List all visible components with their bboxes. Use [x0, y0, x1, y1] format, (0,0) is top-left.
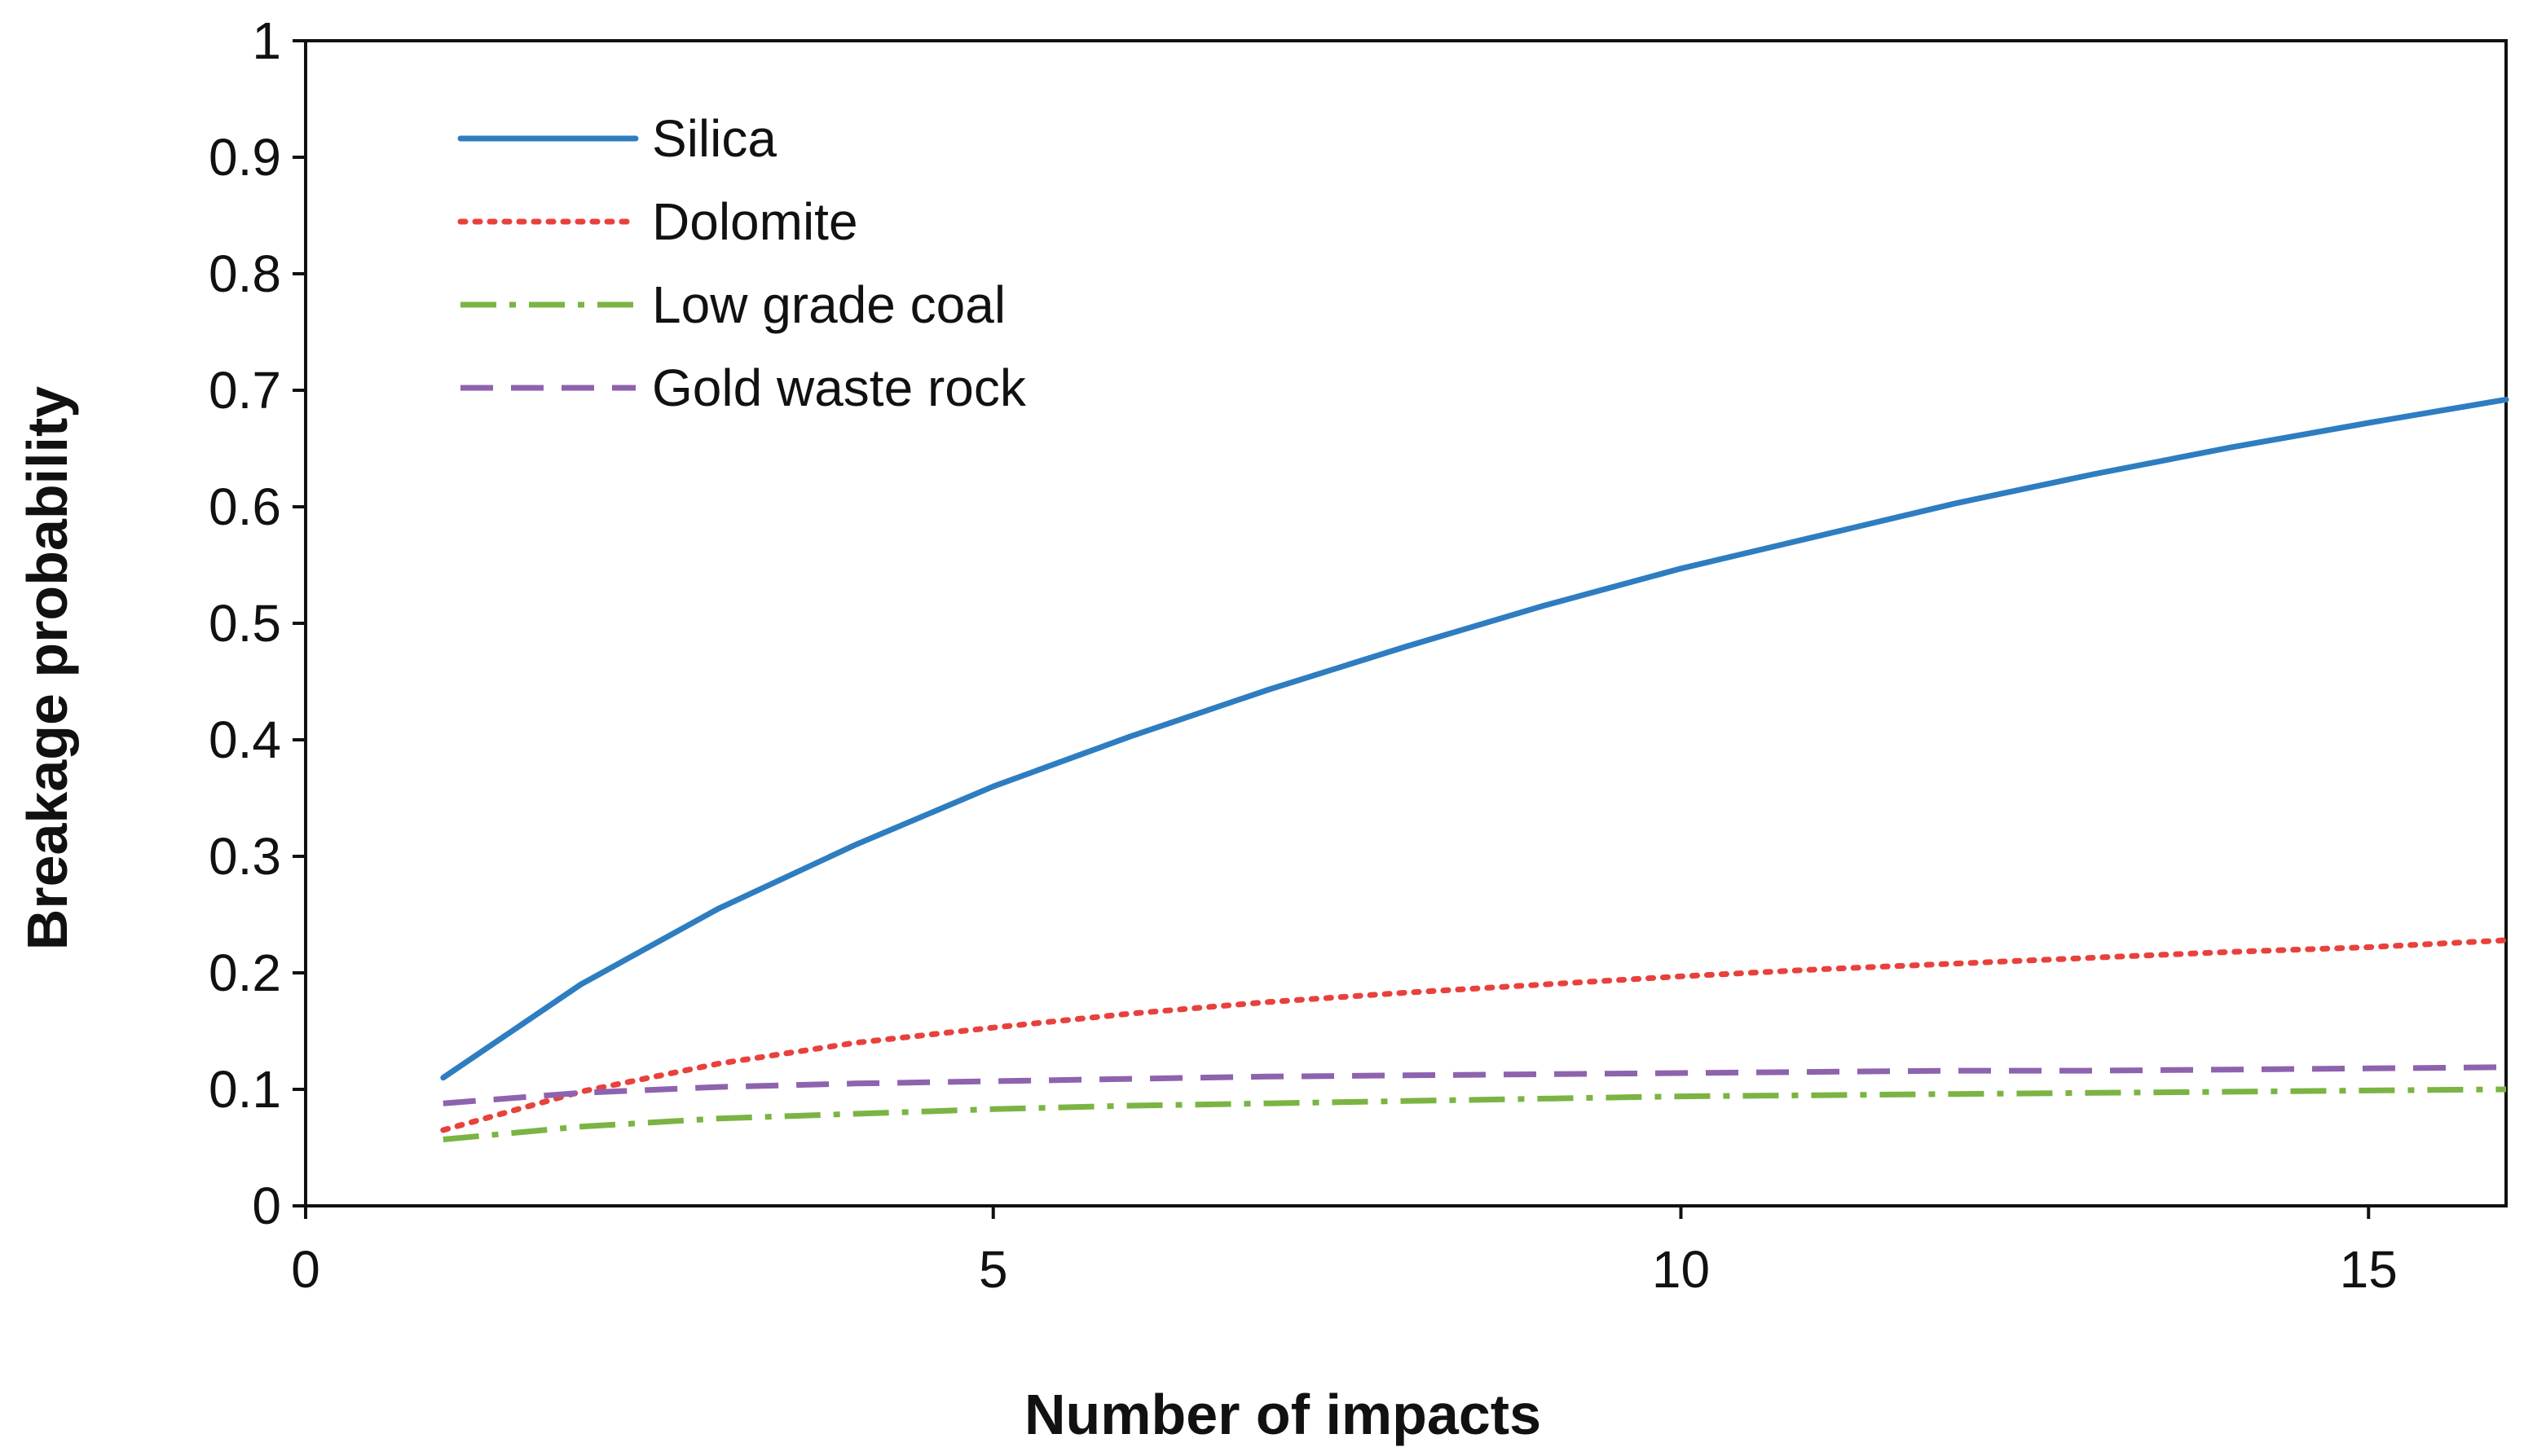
legend-label: Low grade coal: [652, 275, 1006, 334]
x-tick-label: 5: [979, 1240, 1008, 1299]
y-tick-label: 0.1: [209, 1060, 281, 1119]
y-tick-label: 0.8: [209, 244, 281, 303]
y-tick-label: 1: [252, 11, 281, 70]
legend-label: Gold waste rock: [652, 359, 1027, 417]
legend: Silica Dolomite Low grade coal Gold waste r…: [457, 109, 1027, 417]
y-tick-label: 0.3: [209, 827, 281, 886]
plot-border: [304, 39, 2508, 1207]
x-tick-label: 15: [2340, 1240, 2398, 1299]
x-tick-label: 10: [1652, 1240, 1710, 1299]
legend-label: Dolomite: [652, 192, 858, 251]
y-tick-label: 0.2: [209, 944, 281, 1002]
y-tick-label: 0.9: [209, 128, 281, 187]
x-axis-title: Number of impacts: [1024, 1383, 1541, 1446]
series-line-low-grade-coal: [443, 1086, 2507, 1142]
series-line-gold-waste-rock: [443, 1064, 2507, 1106]
y-axis-title: Breakage probability: [15, 386, 79, 951]
y-tick-label: 0.5: [209, 594, 281, 653]
x-tick-label: 0: [291, 1240, 320, 1299]
series-lines: [440, 396, 2509, 1142]
legend-label: Silica: [652, 109, 777, 168]
x-axis: 0 5 10 15: [291, 1206, 2398, 1299]
y-tick-label: 0.4: [209, 710, 281, 769]
y-tick-label: 0: [252, 1177, 281, 1235]
plot-area: [304, 39, 2508, 1207]
y-tick-label: 0.7: [209, 361, 281, 420]
y-tick-label: 0.6: [209, 477, 281, 536]
y-axis: 0 0.1 0.2 0.3 0.4 0.5 0.6 0.7 0.8 0.9 1: [209, 11, 306, 1235]
series-line-dolomite: [440, 937, 2509, 1133]
series-line-silica: [440, 396, 2509, 1081]
